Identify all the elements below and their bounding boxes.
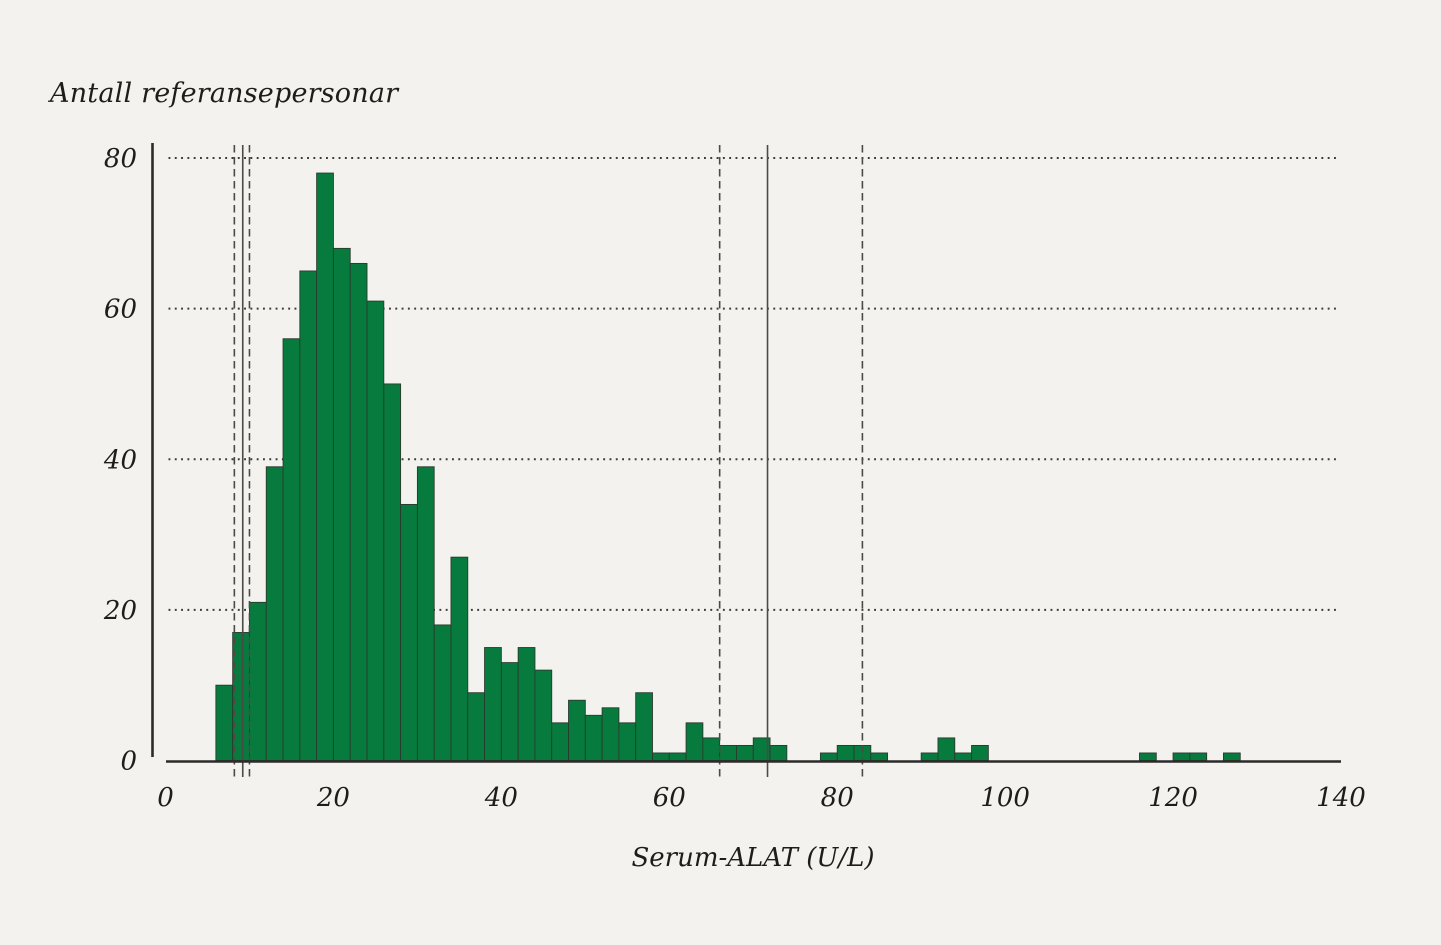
histogram-bar [568, 699, 586, 761]
histogram-bar [534, 669, 553, 761]
histogram-bar [433, 624, 452, 761]
histogram-bar [551, 722, 569, 761]
histogram-bar [736, 744, 754, 761]
histogram-bar [484, 647, 502, 761]
histogram-bar [467, 692, 486, 761]
histogram-bar [1139, 752, 1157, 761]
y-tick-label-80: 80 [104, 144, 137, 174]
histogram-bar [635, 692, 653, 761]
histogram-bar [316, 172, 334, 761]
histogram-bar [652, 752, 670, 761]
histogram-bar [618, 722, 637, 761]
x-tick-label-140: 140 [1316, 783, 1366, 813]
histogram-bar [685, 722, 704, 761]
histogram-bar [450, 556, 469, 761]
histogram-bar [1172, 752, 1191, 761]
y-axis-title: Antall referansepersonar [50, 78, 399, 109]
histogram-bar [215, 684, 234, 761]
histogram-bar [400, 503, 418, 761]
histogram-bar [1222, 752, 1241, 761]
histogram-bar [349, 262, 368, 761]
y-tick-label-60: 60 [104, 295, 137, 325]
histogram-bar [971, 744, 989, 761]
x-tick-label-20: 20 [316, 783, 350, 813]
histogram-bar [870, 752, 889, 761]
x-tick-label-80: 80 [821, 783, 854, 813]
histogram-bar [954, 752, 973, 761]
histogram-bar [366, 300, 385, 761]
histogram-bar [232, 632, 250, 761]
y-tick-label-20: 20 [103, 596, 137, 626]
histogram-bar [601, 707, 620, 761]
histogram-bar [836, 744, 855, 761]
x-tick-label-0: 0 [157, 783, 174, 813]
x-tick-label-120: 120 [1148, 783, 1198, 813]
histogram-bar [668, 752, 687, 761]
x-tick-label-60: 60 [653, 783, 686, 813]
x-tick-label-100: 100 [980, 783, 1030, 813]
y-tick-label-0: 0 [120, 747, 137, 777]
x-tick-label-40: 40 [484, 783, 518, 813]
histogram-bar [819, 752, 838, 761]
histogram-bar [383, 383, 402, 761]
histogram-bar [719, 744, 737, 761]
histogram-bar [920, 752, 939, 761]
histogram-bar [265, 466, 284, 761]
histogram-bar [249, 601, 267, 761]
histogram-bar [416, 466, 435, 761]
histogram-bar [584, 714, 603, 761]
histogram-bar [517, 647, 536, 761]
histogram-bar [500, 662, 519, 761]
histogram-bar [702, 737, 721, 761]
histogram-bar [299, 270, 318, 761]
x-axis-title: Serum-ALAT (U/L) [631, 843, 875, 873]
histogram-bar [282, 338, 301, 761]
histogram-bar [1189, 752, 1208, 761]
histogram-bar [332, 247, 351, 761]
histogram-bar [769, 744, 788, 761]
y-tick-label-40: 40 [103, 445, 137, 475]
histogram-bar [937, 737, 956, 761]
